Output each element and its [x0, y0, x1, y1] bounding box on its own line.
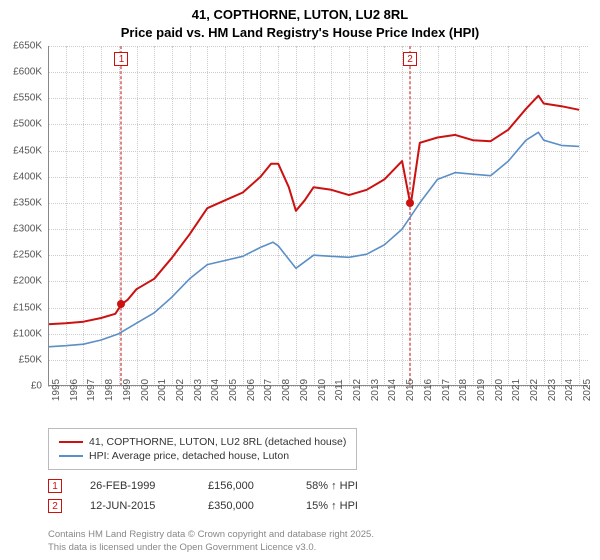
sale-date: 12-JUN-2015: [90, 500, 180, 512]
legend: 41, COPTHORNE, LUTON, LU2 8RL (detached …: [48, 428, 357, 470]
y-tick-label: £600K: [13, 67, 42, 78]
legend-swatch: [59, 441, 83, 443]
plot-area: £0£50K£100K£150K£200K£250K£300K£350K£400…: [48, 46, 588, 386]
y-tick-label: £50K: [19, 354, 42, 365]
legend-item: HPI: Average price, detached house, Luto…: [59, 449, 346, 463]
y-tick-label: £650K: [13, 41, 42, 52]
chart-title: 41, COPTHORNE, LUTON, LU2 8RL Price paid…: [0, 0, 600, 41]
sale-row: 2 12-JUN-2015 £350,000 15% ↑ HPI: [48, 496, 358, 516]
title-line-2: Price paid vs. HM Land Registry's House …: [0, 24, 600, 42]
y-tick-label: £500K: [13, 119, 42, 130]
y-tick-label: £350K: [13, 197, 42, 208]
attribution: Contains HM Land Registry data © Crown c…: [48, 529, 374, 554]
sale-delta: 58% ↑ HPI: [306, 480, 358, 492]
y-tick-label: £200K: [13, 276, 42, 287]
legend-label: HPI: Average price, detached house, Luto…: [89, 450, 289, 462]
sale-row: 1 26-FEB-1999 £156,000 58% ↑ HPI: [48, 476, 358, 496]
sale-marker-numbers: 12: [48, 46, 588, 386]
y-tick-label: £250K: [13, 250, 42, 261]
chart-container: 41, COPTHORNE, LUTON, LU2 8RL Price paid…: [0, 0, 600, 560]
y-tick-label: £550K: [13, 93, 42, 104]
attribution-line-2: This data is licensed under the Open Gov…: [48, 542, 374, 554]
sale-date: 26-FEB-1999: [90, 480, 180, 492]
y-tick-label: £450K: [13, 145, 42, 156]
sale-row-marker: 2: [48, 499, 62, 513]
y-tick-label: £100K: [13, 328, 42, 339]
sales-list: 1 26-FEB-1999 £156,000 58% ↑ HPI 2 12-JUN-201…: [48, 476, 358, 516]
sale-row-marker: 1: [48, 479, 62, 493]
y-tick-label: £300K: [13, 224, 42, 235]
title-line-1: 41, COPTHORNE, LUTON, LU2 8RL: [0, 6, 600, 24]
y-tick-label: £0: [31, 381, 42, 392]
attribution-line-1: Contains HM Land Registry data © Crown c…: [48, 529, 374, 541]
sale-price: £156,000: [208, 480, 278, 492]
sale-marker-number: 1: [114, 52, 128, 66]
y-tick-label: £150K: [13, 302, 42, 313]
sale-marker-number: 2: [403, 52, 417, 66]
legend-label: 41, COPTHORNE, LUTON, LU2 8RL (detached …: [89, 436, 346, 448]
y-tick-label: £400K: [13, 171, 42, 182]
legend-item: 41, COPTHORNE, LUTON, LU2 8RL (detached …: [59, 435, 346, 449]
sale-price: £350,000: [208, 500, 278, 512]
legend-swatch: [59, 455, 83, 457]
sale-delta: 15% ↑ HPI: [306, 500, 358, 512]
